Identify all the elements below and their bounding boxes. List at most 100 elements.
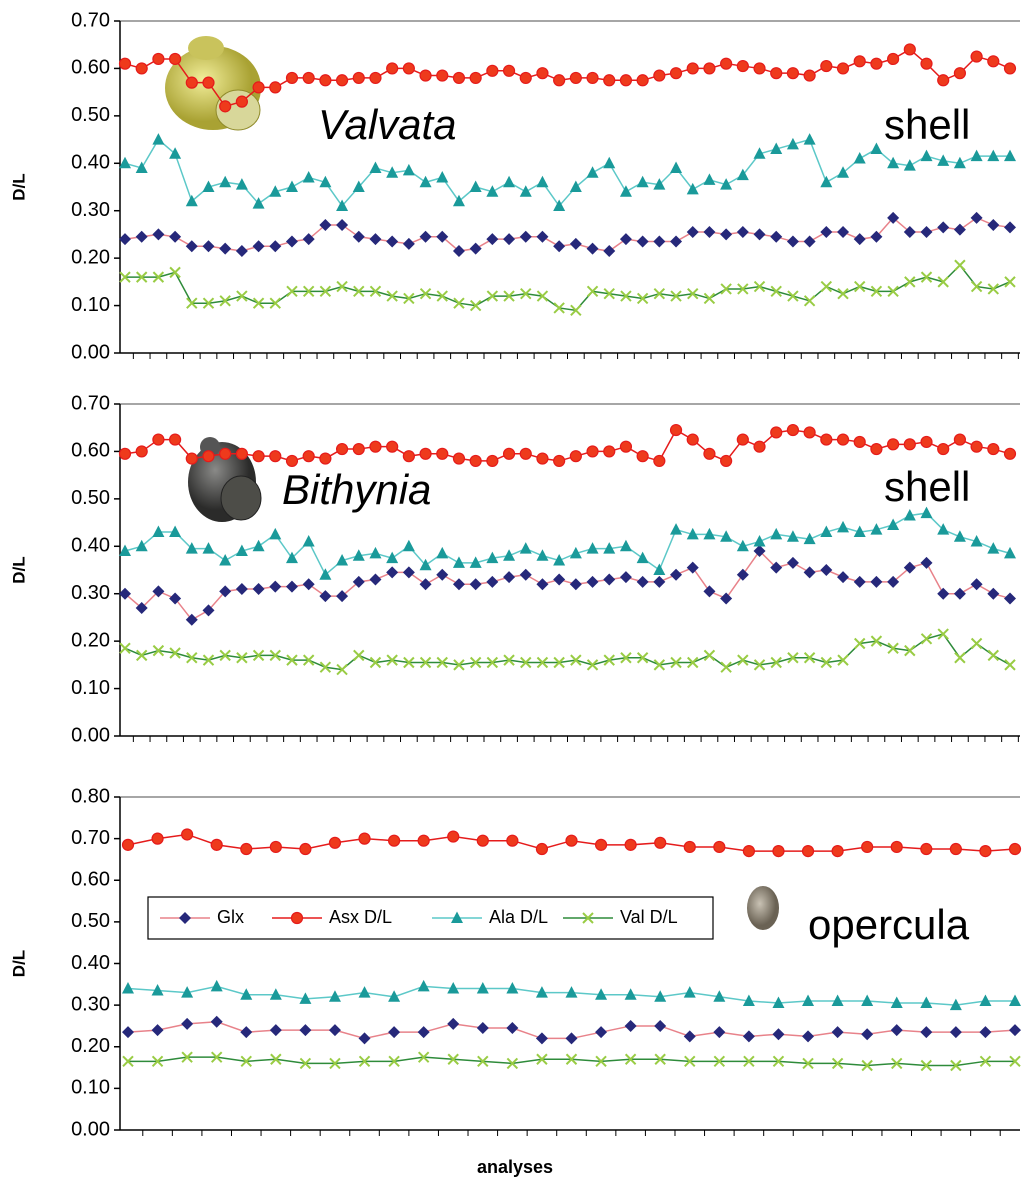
data-point xyxy=(269,840,282,854)
y-tick-label: 0.20 xyxy=(71,246,110,268)
data-point xyxy=(202,542,215,554)
data-point xyxy=(469,454,482,468)
data-point xyxy=(954,652,966,664)
data-point xyxy=(820,280,833,293)
data-point xyxy=(269,81,282,94)
data-point xyxy=(720,178,733,190)
data-point xyxy=(920,506,933,519)
data-point xyxy=(202,450,215,463)
data-point xyxy=(870,635,883,647)
data-point xyxy=(135,271,148,283)
data-point xyxy=(970,149,983,162)
data-point xyxy=(181,1051,193,1063)
data-point xyxy=(319,568,332,580)
data-point xyxy=(987,649,1000,662)
data-point xyxy=(1009,994,1021,1006)
data-point xyxy=(565,1053,578,1065)
data-point xyxy=(619,539,632,552)
data-point xyxy=(803,133,816,145)
data-point xyxy=(152,433,165,446)
data-point xyxy=(569,180,582,192)
data-point xyxy=(831,1026,844,1039)
data-point xyxy=(787,290,799,302)
data-point xyxy=(185,542,198,554)
data-point xyxy=(736,568,749,581)
data-point xyxy=(151,832,164,845)
data-point xyxy=(736,539,749,552)
data-point xyxy=(743,1055,755,1068)
data-point xyxy=(403,656,415,669)
data-point xyxy=(453,659,465,671)
data-point xyxy=(786,423,800,437)
data-point xyxy=(703,447,716,460)
data-point xyxy=(328,1024,341,1037)
data-point xyxy=(1004,659,1016,671)
legend-marker xyxy=(582,912,594,924)
data-point xyxy=(202,297,215,309)
data-point xyxy=(240,1026,253,1039)
data-point xyxy=(369,573,382,586)
data-point xyxy=(169,230,182,243)
data-point xyxy=(520,656,532,669)
data-point xyxy=(486,454,499,468)
data-point xyxy=(252,582,265,595)
data-point xyxy=(949,1026,962,1039)
data-point xyxy=(181,1017,194,1030)
data-point xyxy=(904,276,916,288)
data-point xyxy=(503,290,515,302)
data-point xyxy=(152,228,165,241)
data-point xyxy=(801,845,815,858)
data-point xyxy=(970,280,983,293)
data-point xyxy=(285,235,298,248)
data-point xyxy=(119,544,131,557)
data-point xyxy=(720,592,733,605)
data-point xyxy=(219,447,232,460)
data-point xyxy=(770,67,783,80)
data-point xyxy=(299,992,312,1004)
data-point xyxy=(887,211,900,224)
data-point xyxy=(369,161,382,174)
data-point xyxy=(853,435,866,449)
data-point xyxy=(620,290,632,302)
legend-label: Ala D/L xyxy=(489,907,548,927)
data-point xyxy=(202,240,215,253)
data-point xyxy=(536,175,549,188)
data-point xyxy=(135,62,148,75)
data-point xyxy=(285,454,299,468)
data-point xyxy=(452,245,465,258)
data-point xyxy=(970,50,983,63)
data-point xyxy=(603,573,616,586)
data-point xyxy=(1004,546,1016,559)
data-point xyxy=(536,656,549,669)
data-point xyxy=(624,1053,637,1065)
data-point xyxy=(452,71,466,85)
data-point xyxy=(772,1028,785,1041)
y-tick-label: 0.70 xyxy=(71,392,110,414)
data-point xyxy=(135,649,148,662)
data-point xyxy=(987,55,1000,68)
data-point xyxy=(210,838,223,851)
data-point xyxy=(636,235,649,248)
data-point xyxy=(1004,149,1016,162)
data-point xyxy=(837,520,850,533)
data-point xyxy=(569,578,582,591)
data-point xyxy=(386,654,398,666)
data-point xyxy=(802,1030,815,1043)
data-point xyxy=(202,654,215,666)
data-point xyxy=(949,842,962,856)
panel: 0.00 0.10 0.20 0.30 0.40 0.50 0.60 0.70 0.80 D/L G… xyxy=(9,785,1022,1140)
data-point xyxy=(837,288,849,300)
data-point xyxy=(122,981,134,994)
data-point xyxy=(506,1057,519,1070)
data-point xyxy=(854,280,866,293)
data-point xyxy=(703,226,716,239)
data-point xyxy=(135,445,148,458)
data-point xyxy=(987,283,1000,295)
data-point xyxy=(119,271,131,283)
data-point xyxy=(586,659,599,671)
data-point xyxy=(653,69,666,82)
data-point xyxy=(119,156,131,169)
data-point xyxy=(152,52,165,66)
data-point xyxy=(953,223,966,236)
data-point xyxy=(753,545,766,558)
